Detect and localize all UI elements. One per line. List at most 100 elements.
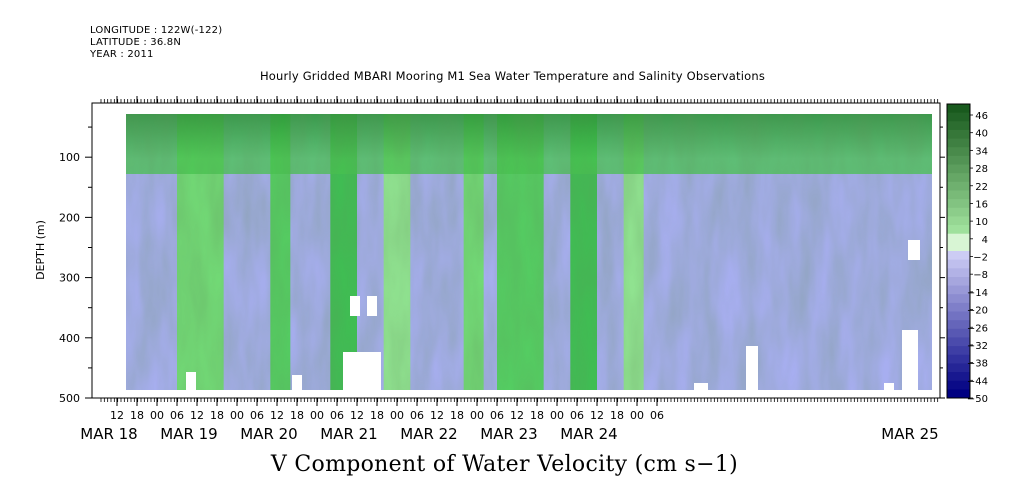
x-hour-tick-label: 06	[410, 409, 424, 422]
colorbar-label: −44	[967, 376, 988, 387]
colorbar-swatch	[947, 389, 970, 399]
colorbar-label: 4	[982, 235, 988, 246]
plot-frame	[91, 102, 941, 399]
colorbar-swatch	[947, 225, 970, 235]
chart-title: Hourly Gridded MBARI Mooring M1 Sea Wate…	[259, 69, 766, 83]
missing-data	[292, 375, 302, 390]
missing-data	[367, 296, 377, 316]
y-tick-label: 400	[59, 332, 80, 345]
colorbar-swatch	[947, 104, 970, 114]
colorbar-label: −2	[973, 253, 988, 264]
x-hour-tick-label: 12	[430, 409, 444, 422]
colorbar-swatch	[947, 337, 970, 347]
x-hour-tick-label: 00	[310, 409, 324, 422]
colorbar-swatch	[947, 190, 970, 200]
x-hour-tick-label: 18	[370, 409, 384, 422]
colorbar-label: −32	[967, 341, 988, 352]
x-hour-tick-label: 00	[470, 409, 484, 422]
colorbar-label: −14	[967, 288, 988, 299]
x-hour-tick-label: 00	[390, 409, 404, 422]
x-hour-tick-label: 00	[230, 409, 244, 422]
x-hour-tick-label: 06	[250, 409, 264, 422]
missing-data	[884, 383, 894, 390]
colorbar-swatch	[947, 199, 970, 209]
y-tick-label: 100	[59, 151, 80, 164]
x-hour-tick-label: 18	[450, 409, 464, 422]
colorbar-swatch	[947, 242, 970, 252]
y-tick-label: 500	[59, 392, 80, 405]
x-hour-tick-label: 06	[570, 409, 584, 422]
x-hour-tick-label: 18	[610, 409, 624, 422]
colorbar-swatch	[947, 181, 970, 191]
colorbar-frame	[946, 103, 971, 399]
colorbar-swatch	[947, 285, 970, 295]
x-hour-tick-label: 06	[330, 409, 344, 422]
colorbar-swatch	[947, 320, 970, 330]
y-tick-label: 200	[59, 211, 80, 224]
missing-data	[343, 352, 381, 390]
x-hour-tick-label: 00	[630, 409, 644, 422]
colorbar-swatch	[947, 112, 970, 122]
missing-data	[908, 240, 920, 260]
texture-overlay	[126, 114, 932, 390]
velocity-field	[126, 114, 932, 390]
x-day-label: MAR 24	[560, 425, 617, 443]
colorbar-swatch	[947, 251, 970, 261]
missing-data	[350, 296, 360, 316]
x-hour-tick-label: 18	[290, 409, 304, 422]
x-day-label: MAR 21	[320, 425, 377, 443]
y-tick-label: 300	[59, 272, 80, 285]
longitude-label: LONGITUDE : 122W(-122)	[90, 25, 223, 36]
colorbar-label: 16	[975, 199, 988, 210]
colorbar-swatch	[947, 207, 970, 217]
x-hour-tick-label: 12	[590, 409, 604, 422]
x-day-label: MAR 22	[400, 425, 457, 443]
colorbar-label: 46	[975, 111, 988, 122]
missing-data	[186, 372, 196, 390]
colorbar-swatch	[947, 147, 970, 157]
colorbar-swatch	[947, 173, 970, 183]
plot-axes: 12 18 00 06 12 18 00 06 12 18 00 06 12 18 00 06 12 18 00 06…	[34, 96, 945, 443]
colorbar-swatch	[947, 129, 970, 140]
colorbar-swatch	[947, 233, 970, 243]
colorbar-swatch	[947, 138, 970, 148]
y-axis-label: DEPTH (m)	[34, 220, 47, 280]
x-hour-tick-label: 00	[150, 409, 164, 422]
colorbar-swatch	[947, 259, 970, 269]
colorbar-label: −50	[967, 394, 988, 405]
x-hour-tick-label: 06	[170, 409, 184, 422]
colorbar-label: −26	[967, 323, 988, 334]
x-hour-tick-label: 12	[190, 409, 204, 422]
colorbar-swatch	[947, 155, 970, 166]
colorbar-swatch	[947, 363, 970, 373]
x-day-label: MAR 23	[480, 425, 537, 443]
colorbar-swatch	[947, 311, 970, 321]
x-hour-tick-label: 18	[530, 409, 544, 422]
colorbar-swatch	[947, 121, 970, 131]
colorbar-label: 22	[975, 182, 988, 193]
colorbar-swatch	[947, 276, 970, 287]
colorbar-label: −38	[967, 359, 988, 370]
colorbar-label: 28	[975, 164, 988, 175]
missing-data	[746, 346, 758, 390]
colorbar-swatch	[947, 372, 970, 382]
colorbar-swatch	[947, 216, 970, 226]
colorbar-swatch	[947, 268, 970, 278]
colorbar-label: 34	[975, 146, 988, 157]
colorbar-label: 40	[975, 129, 988, 140]
colorbar-swatch	[947, 164, 970, 174]
x-hour-tick-label: 06	[650, 409, 664, 422]
x-hour-tick-label: 12	[110, 409, 124, 422]
x-hour-tick-label: 12	[270, 409, 284, 422]
footer-title: V Component of Water Velocity (cm s−1)	[270, 452, 739, 477]
x-hour-tick-label: 18	[210, 409, 224, 422]
x-hour-tick-label: 12	[350, 409, 364, 422]
missing-data	[694, 383, 708, 390]
colorbar-swatch	[947, 328, 970, 338]
colorbar-swatch	[947, 294, 970, 304]
colorbar-swatch	[947, 346, 970, 356]
x-day-label: MAR 19	[160, 425, 217, 443]
x-hour-tick-label: 12	[510, 409, 524, 422]
x-day-label: MAR 18	[80, 425, 137, 443]
